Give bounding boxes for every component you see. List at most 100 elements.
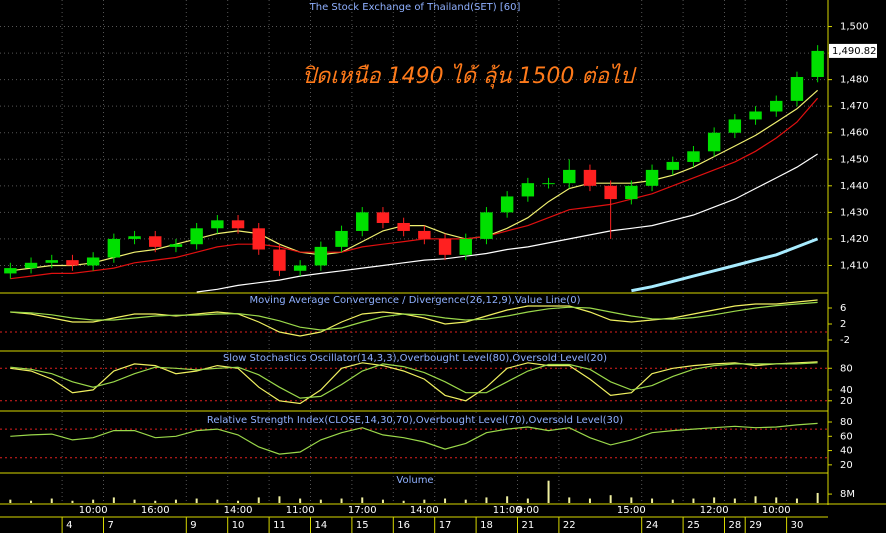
x-time-label: 15:00 — [617, 505, 646, 516]
candle-body — [45, 260, 58, 263]
candle-body — [604, 185, 617, 200]
y-tick-label: 40 — [840, 385, 853, 396]
series-line — [10, 361, 818, 405]
candle-body — [459, 238, 472, 255]
volume-bar — [547, 480, 550, 503]
y-tick-label: 80 — [840, 417, 853, 428]
volume-bar — [30, 500, 33, 503]
candle-body — [563, 169, 576, 184]
volume-bar — [154, 500, 157, 503]
volume-bar — [133, 499, 136, 503]
y-tick-label: -2 — [840, 335, 850, 346]
volume-bar — [754, 496, 757, 503]
volume-bar — [775, 497, 778, 503]
x-day-label: 25 — [687, 520, 700, 531]
series-line — [10, 97, 819, 280]
candle-body — [687, 151, 700, 162]
volume-bar — [71, 500, 74, 503]
series-line — [196, 153, 818, 293]
volume-bar — [671, 499, 674, 503]
candle-body — [728, 119, 742, 133]
x-time-label: 17:00 — [348, 505, 377, 516]
candle-body — [149, 236, 162, 247]
candle-body — [707, 132, 721, 152]
volume-bar — [195, 498, 198, 503]
volume-bar — [9, 499, 12, 503]
y-tick-label: 1,470 — [840, 101, 869, 112]
panel-title: The Stock Exchange of Thailand(SET) [60] — [309, 2, 521, 13]
panel-title: Moving Average Convergence / Divergence(… — [250, 295, 581, 306]
panel-title: Slow Stochastics Oscillator(14,3,3),Over… — [223, 353, 607, 364]
candle-body — [4, 268, 17, 274]
annotation: ปิดเหนือ 1490 ได้ ลุ้น 1500 ต่อไป — [302, 63, 637, 89]
y-tick-label: 80 — [840, 363, 853, 374]
volume-bar — [92, 499, 95, 503]
x-day-label: 9 — [190, 520, 196, 531]
candle-body — [480, 212, 493, 239]
x-time-label: 14:00 — [224, 505, 253, 516]
candle-body — [128, 236, 141, 239]
candle-body — [107, 238, 121, 258]
x-time-label: 10:00 — [79, 505, 108, 516]
candle-body — [438, 238, 452, 255]
candle-body — [190, 228, 203, 245]
volume-bar — [257, 497, 260, 503]
x-day-label: 17 — [439, 520, 452, 531]
x-day-label: 7 — [108, 520, 114, 531]
candle-body — [418, 230, 431, 239]
series-line — [631, 237, 819, 293]
candle-body — [211, 220, 224, 229]
candle-body — [521, 183, 535, 197]
candle-body — [583, 169, 597, 186]
candle-body — [66, 260, 79, 266]
candle-body — [86, 257, 100, 266]
x-day-label: 14 — [315, 520, 328, 531]
volume-bar — [237, 500, 240, 503]
x-time-label: 11:00 — [493, 505, 522, 516]
y-tick-label: 1,480 — [840, 75, 869, 86]
x-day-label: 15 — [356, 520, 369, 531]
volume-bar — [692, 498, 695, 503]
candle-body — [770, 100, 783, 112]
volume-bar — [795, 498, 798, 503]
series-line — [10, 362, 818, 399]
y-tick-label: 1,410 — [840, 260, 869, 271]
volume-bar — [112, 497, 115, 503]
volume-bar — [444, 498, 447, 503]
volume-bar — [816, 492, 819, 503]
volume-bar — [174, 499, 177, 503]
x-time-label: 14:00 — [410, 505, 439, 516]
candle-body — [356, 212, 369, 231]
candle-body — [24, 262, 38, 269]
candle-body — [645, 169, 659, 186]
x-time-label: 11:00 — [286, 505, 315, 516]
y-tick-label: 20 — [840, 396, 853, 407]
x-time-label: 9:00 — [517, 505, 539, 516]
y-tick-label: 1,500 — [840, 22, 869, 33]
series-line — [10, 299, 818, 337]
x-day-label: 21 — [522, 520, 535, 531]
x-day-label: 30 — [791, 520, 804, 531]
volume-bar — [402, 500, 405, 503]
y-tick-label: 1,440 — [840, 181, 869, 192]
candle-body — [542, 183, 555, 185]
panel-title: Volume — [396, 475, 433, 486]
volume-bar — [50, 498, 53, 503]
y-tick-label: 8M — [840, 489, 855, 500]
x-day-label: 18 — [480, 520, 493, 531]
volume-bar — [299, 498, 302, 503]
y-tick-label: 20 — [840, 460, 853, 471]
candle-body — [293, 265, 307, 271]
volume-bar — [464, 499, 467, 503]
candle-body — [811, 50, 824, 77]
volume-bar — [340, 498, 343, 503]
volume-bar — [630, 497, 633, 503]
last-value-label: 1,490.82 — [832, 46, 877, 57]
series-line — [10, 89, 818, 272]
volume-bar — [216, 499, 219, 503]
x-day-label: 16 — [397, 520, 410, 531]
volume-bar — [278, 496, 281, 503]
candle-body — [625, 185, 638, 200]
y-tick-label: 40 — [840, 446, 853, 457]
